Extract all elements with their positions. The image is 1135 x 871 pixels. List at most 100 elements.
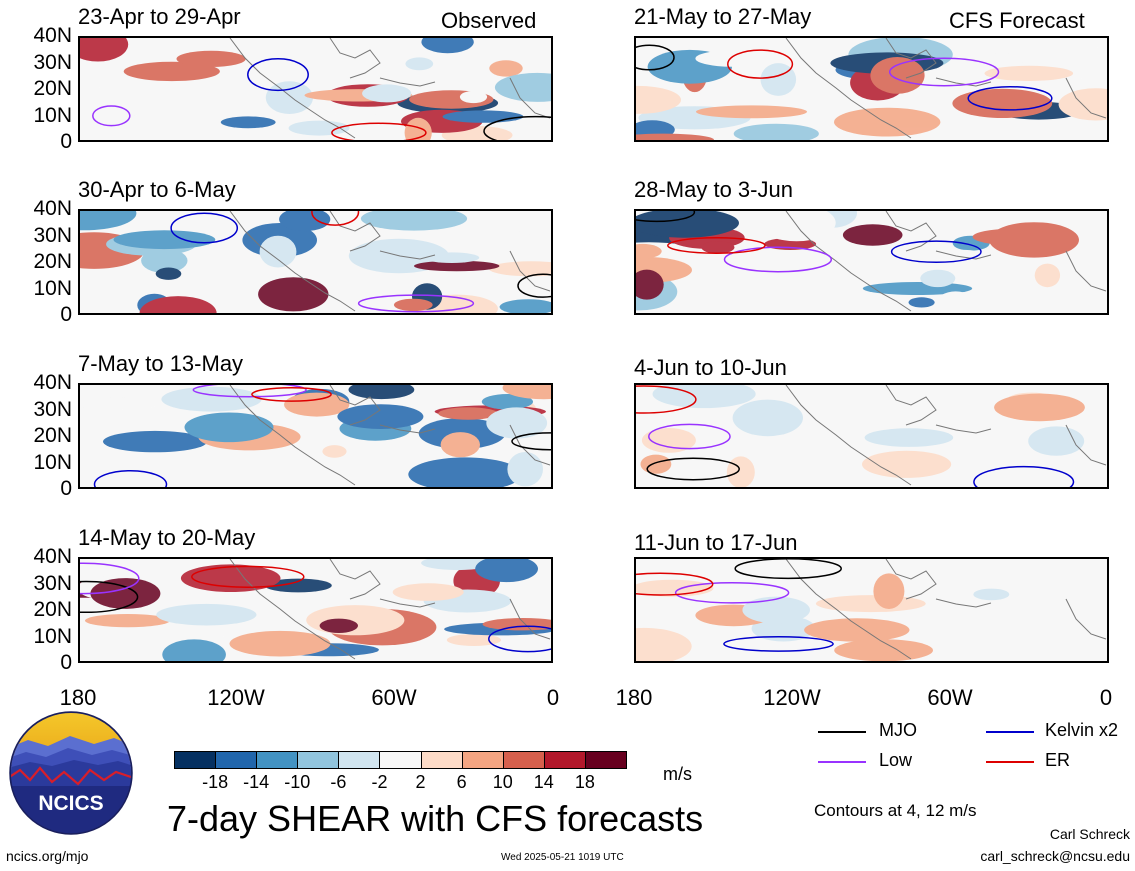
contour-line xyxy=(80,562,140,595)
colorbar-cell xyxy=(420,751,463,769)
shear-region xyxy=(442,110,524,123)
legend-label-mjo: MJO xyxy=(879,720,917,740)
ytick-30n: 30N xyxy=(33,572,72,595)
shear-region xyxy=(636,627,692,661)
legend-line-low xyxy=(818,761,866,763)
colorbar-cell xyxy=(543,751,586,769)
colorbar-tick-label: 2 xyxy=(415,772,426,792)
xtick-120w: 120W xyxy=(207,685,265,710)
contour-line xyxy=(511,432,551,451)
shear-region xyxy=(123,61,220,82)
colorbar-tick-label: -18 xyxy=(202,772,229,792)
ytick-0: 0 xyxy=(60,651,72,674)
shear-region xyxy=(156,603,257,626)
legend-line-er xyxy=(986,761,1034,763)
ytick-20n: 20N xyxy=(33,424,72,447)
coastline xyxy=(329,385,381,426)
coastline xyxy=(329,559,381,600)
shear-shading xyxy=(80,38,551,140)
contour-line xyxy=(667,237,766,254)
coastline xyxy=(379,598,436,608)
colorbar-tick-label: 14 xyxy=(533,772,554,792)
contour-line xyxy=(723,246,833,273)
map-panel-forecast-2 xyxy=(634,209,1109,315)
legend-label-kelvin: Kelvin x2 xyxy=(1045,720,1119,740)
shear-region xyxy=(489,60,523,77)
ytick-40n: 40N xyxy=(33,545,72,568)
contour-line xyxy=(517,273,551,298)
colorbar-tick-label: -2 xyxy=(371,772,388,792)
contour-line xyxy=(483,115,551,140)
contours xyxy=(636,385,1075,487)
shear-region xyxy=(864,428,954,447)
ytick-10n: 10N xyxy=(33,104,72,127)
shear-region xyxy=(1034,263,1061,288)
shear-region xyxy=(475,559,538,583)
panel-title-right-3: 4-Jun to 10-Jun xyxy=(634,355,787,380)
shear-region xyxy=(229,630,331,657)
shear-region xyxy=(80,211,137,231)
contour-line xyxy=(636,44,675,71)
panel-title-right-2: 28-May to 3-Jun xyxy=(634,177,793,202)
legend-label-low: Low xyxy=(879,750,913,770)
shear-region xyxy=(908,297,935,308)
shear-region xyxy=(695,50,768,67)
contour-line xyxy=(734,559,842,580)
ytick-20n: 20N xyxy=(33,250,72,273)
colorbar-tick-label: 6 xyxy=(456,772,467,792)
contour-line xyxy=(636,572,714,596)
colorbar-unit: m/s xyxy=(663,764,692,784)
shear-region xyxy=(184,412,274,443)
shear-region xyxy=(139,296,217,313)
shear-region xyxy=(414,260,500,272)
shear-shading xyxy=(636,38,1107,140)
contour-line xyxy=(674,581,790,604)
contour-line xyxy=(170,212,239,244)
xtick-180: 180 xyxy=(59,685,97,710)
contour-line xyxy=(636,385,697,414)
shear-region xyxy=(652,385,756,409)
shear-region xyxy=(696,105,807,119)
coastlines xyxy=(229,385,551,486)
contours xyxy=(636,211,982,273)
shear-region xyxy=(972,228,1053,246)
contours xyxy=(92,58,551,140)
coastline xyxy=(785,38,912,139)
shear-region xyxy=(265,81,313,114)
ytick-40n: 40N xyxy=(33,24,72,47)
shear-region xyxy=(393,298,433,312)
colorbar-tick-label: 10 xyxy=(492,772,513,792)
coastline xyxy=(1065,598,1107,640)
colorbar-cell xyxy=(461,751,504,769)
shear-region xyxy=(994,393,1085,422)
shear-region xyxy=(279,211,331,232)
shear-region xyxy=(421,38,474,54)
coastline xyxy=(1065,250,1107,292)
xtick-0: 0 xyxy=(1099,685,1113,710)
shear-region xyxy=(640,454,672,474)
coastline xyxy=(935,598,992,608)
shear-region xyxy=(176,50,246,67)
ytick-0: 0 xyxy=(60,130,72,153)
ytick-40n: 40N xyxy=(33,197,72,220)
shear-region xyxy=(155,267,182,280)
shear-region xyxy=(161,386,262,412)
shear-region xyxy=(288,120,350,136)
shear-region xyxy=(440,432,480,458)
coastline xyxy=(885,385,937,426)
footer-email: carl_schreck@ncsu.edu xyxy=(980,848,1130,864)
coastline xyxy=(785,385,912,486)
contour-line xyxy=(967,85,1053,111)
shear-region xyxy=(636,211,739,238)
shear-region xyxy=(733,123,819,140)
shear-shading xyxy=(636,211,1079,313)
xtick-0: 0 xyxy=(546,685,560,710)
shear-region xyxy=(757,211,836,242)
shear-region xyxy=(636,243,662,259)
contour-line xyxy=(247,58,309,92)
contour-line xyxy=(648,423,731,450)
ytick-20n: 20N xyxy=(33,598,72,621)
contour-line xyxy=(92,105,131,127)
shear-region xyxy=(873,573,905,609)
shear-region xyxy=(259,235,297,268)
